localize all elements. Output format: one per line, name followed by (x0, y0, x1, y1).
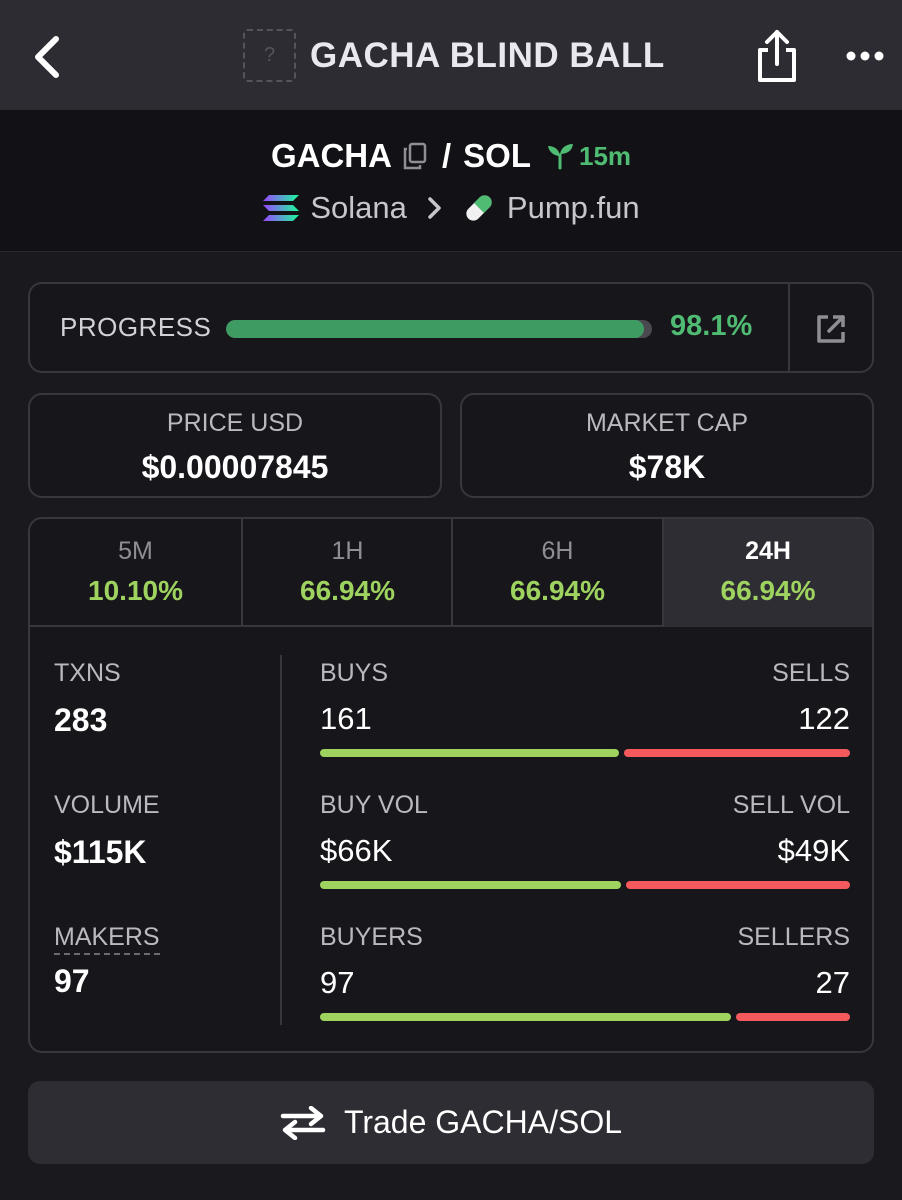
trade-button[interactable]: Trade GACHA/SOL (28, 1081, 874, 1164)
market-cap-value: $78K (628, 449, 706, 485)
makers-label[interactable]: MAKERS (54, 923, 160, 955)
buy-vol-value: $66K (320, 833, 393, 868)
tab-change: 66.94% (300, 575, 395, 606)
makers-value: 97 (54, 963, 90, 999)
swap-icon (280, 1105, 326, 1140)
share-icon (758, 30, 796, 82)
chain-link[interactable]: Solana (310, 190, 407, 225)
progress-bar-fill (226, 320, 644, 338)
tab-label: 1H (331, 537, 364, 565)
price-usd-label: PRICE USD (166, 409, 304, 437)
buys-sells-bar (320, 749, 850, 757)
pair-age-badge: 15m (545, 141, 631, 172)
tab-label: 6H (541, 537, 574, 565)
copy-icon (403, 142, 427, 170)
sell-bar (736, 1013, 850, 1021)
divider (280, 655, 282, 1025)
dex-link[interactable]: Pump.fun (506, 190, 640, 225)
buyers-sellers-split: BUYERS SELLERS 97 27 (320, 923, 850, 1021)
buys-label: BUYS (320, 659, 389, 687)
tab-1h[interactable]: 1H 66.94% (241, 519, 452, 627)
progress-value: 98.1% (670, 310, 753, 342)
timeframe-stats-panel: 5M 10.10% 1H 66.94% 6H 66.94% 24H 66.94%… (28, 517, 874, 1053)
buy-bar (320, 1013, 731, 1021)
sell-vol-label: SELL VOL (732, 791, 850, 819)
progress-label: PROGRESS (60, 312, 212, 342)
tab-5m[interactable]: 5M 10.10% (30, 519, 241, 627)
market-cap-card: MARKET CAP $78K (460, 393, 874, 498)
market-cap-label: MARKET CAP (585, 409, 749, 437)
tab-6h[interactable]: 6H 66.94% (451, 519, 662, 627)
trade-button-label: Trade GACHA/SOL (343, 1104, 622, 1140)
tab-label: 24H (745, 537, 791, 565)
sellers-label: SELLERS (737, 923, 850, 951)
more-button[interactable] (840, 38, 890, 74)
tab-change: 66.94% (720, 575, 816, 606)
buys-value: 161 (320, 701, 372, 736)
bonding-progress-panel: PROGRESS 98.1% (28, 282, 874, 373)
pair-base-symbol: GACHA (270, 137, 392, 174)
tab-24h[interactable]: 24H 66.94% (662, 519, 872, 627)
tab-change: 66.94% (510, 575, 605, 606)
volume-label: VOLUME (54, 791, 160, 819)
sprout-icon (547, 144, 573, 170)
pair-line: GACHA / SOL 15m (0, 134, 902, 178)
txns-metric: TXNS 283 (54, 659, 121, 739)
buys-sells-split: BUYS SELLS 161 122 (320, 659, 850, 757)
price-usd-value: $0.00007845 (141, 449, 329, 485)
pair-quote-symbol: SOL (463, 137, 531, 174)
buy-bar (320, 749, 619, 757)
buy-vol-label: BUY VOL (320, 791, 428, 819)
buyers-sellers-bar (320, 1013, 850, 1021)
more-horizontal-icon (846, 51, 884, 61)
pair-age: 15m (578, 140, 632, 171)
txns-value: 283 (54, 702, 108, 738)
timeframe-tabs: 5M 10.10% 1H 66.94% 6H 66.94% 24H 66.94% (30, 519, 872, 627)
pair-separator: / (441, 137, 452, 174)
buy-bar (320, 881, 621, 889)
chevron-left-icon (35, 36, 59, 78)
volume-value: $115K (54, 834, 147, 870)
open-external-button[interactable] (814, 312, 848, 346)
buy-sell-volume-split: BUY VOL SELL VOL $66K $49K (320, 791, 850, 889)
tab-label: 5M (118, 537, 153, 565)
sell-bar (626, 881, 850, 889)
buy-sell-volume-bar (320, 881, 850, 889)
txns-label: TXNS (54, 659, 121, 687)
sell-vol-value: $49K (777, 833, 850, 868)
makers-metric: MAKERS 97 (54, 923, 160, 1000)
divider (788, 284, 790, 371)
top-bar: ? GACHA BLIND BALL (0, 0, 902, 110)
token-thumbnail: ? (243, 29, 296, 82)
pill-icon (466, 195, 492, 221)
external-link-icon (817, 315, 845, 343)
sells-value: 122 (798, 701, 850, 736)
buyers-label: BUYERS (320, 923, 423, 951)
back-button[interactable] (28, 35, 68, 79)
pair-header: GACHA / SOL 15m (0, 110, 902, 252)
progress-bar (226, 320, 652, 338)
share-button[interactable] (752, 28, 802, 84)
price-usd-card: PRICE USD $0.00007845 (28, 393, 442, 498)
sells-label: SELLS (772, 659, 850, 687)
sellers-value: 27 (815, 965, 850, 1000)
page-title: GACHA BLIND BALL (310, 36, 665, 75)
sell-bar (624, 749, 850, 757)
buyers-value: 97 (320, 965, 355, 1000)
tab-change: 10.10% (88, 575, 183, 606)
solana-icon (263, 195, 300, 221)
copy-address-button[interactable] (402, 142, 428, 170)
volume-metric: VOLUME $115K (54, 791, 160, 871)
chevron-right-icon (428, 197, 441, 219)
breadcrumb: Solana Pump.fun (0, 186, 902, 230)
